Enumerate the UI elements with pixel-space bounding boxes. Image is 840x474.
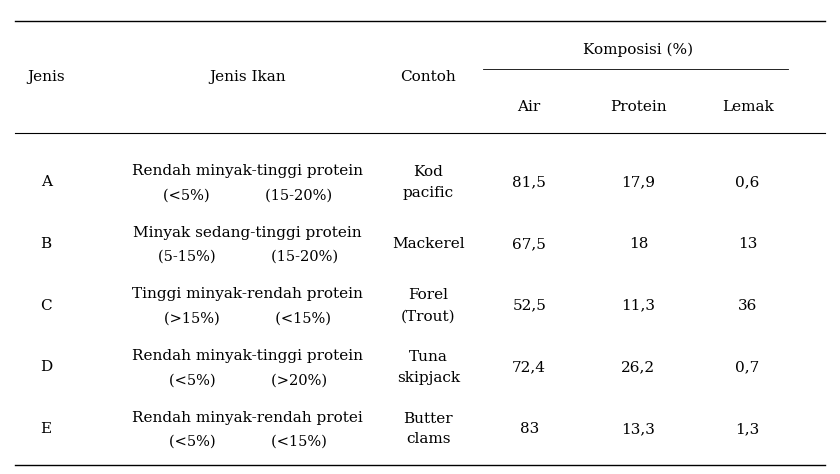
Text: Air: Air xyxy=(517,100,541,114)
Text: (<5%)            (<15%): (<5%) (<15%) xyxy=(169,435,327,449)
Text: Komposisi (%): Komposisi (%) xyxy=(583,43,694,57)
Text: D: D xyxy=(40,360,52,374)
Text: (5-15%)            (15-20%): (5-15%) (15-20%) xyxy=(158,250,338,264)
Text: 67,5: 67,5 xyxy=(512,237,546,251)
Text: 17,9: 17,9 xyxy=(622,175,655,190)
Text: Minyak sedang-tinggi protein: Minyak sedang-tinggi protein xyxy=(134,226,362,240)
Text: Protein: Protein xyxy=(610,100,667,114)
Text: Lemak: Lemak xyxy=(722,100,774,114)
Text: 52,5: 52,5 xyxy=(512,299,546,313)
Text: B: B xyxy=(40,237,52,251)
Text: Tinggi minyak-rendah protein: Tinggi minyak-rendah protein xyxy=(133,287,363,301)
Text: pacific: pacific xyxy=(403,186,454,200)
Text: 81,5: 81,5 xyxy=(512,175,546,190)
Text: Rendah minyak-tinggi protein: Rendah minyak-tinggi protein xyxy=(133,164,363,178)
Text: (<5%)            (15-20%): (<5%) (15-20%) xyxy=(163,189,333,202)
Text: 1,3: 1,3 xyxy=(736,422,759,436)
Text: skipjack: skipjack xyxy=(396,371,460,385)
Text: C: C xyxy=(40,299,52,313)
Text: clams: clams xyxy=(407,432,450,447)
Text: Forel: Forel xyxy=(408,288,449,302)
Text: Rendah minyak-rendah protei: Rendah minyak-rendah protei xyxy=(133,410,363,425)
Text: 11,3: 11,3 xyxy=(622,299,655,313)
Text: (<5%)            (>20%): (<5%) (>20%) xyxy=(169,374,327,387)
Text: Rendah minyak-tinggi protein: Rendah minyak-tinggi protein xyxy=(133,349,363,363)
Text: (Trout): (Trout) xyxy=(401,309,456,323)
Text: Jenis Ikan: Jenis Ikan xyxy=(209,70,286,84)
Text: 83: 83 xyxy=(520,422,538,436)
Text: 0,7: 0,7 xyxy=(736,360,759,374)
Text: Jenis: Jenis xyxy=(28,70,65,84)
Text: 72,4: 72,4 xyxy=(512,360,546,374)
Text: (>15%)            (<15%): (>15%) (<15%) xyxy=(165,312,331,326)
Text: Tuna: Tuna xyxy=(409,350,448,364)
Text: 13,3: 13,3 xyxy=(622,422,655,436)
Text: 36: 36 xyxy=(738,299,758,313)
Text: 18: 18 xyxy=(628,237,648,251)
Text: 26,2: 26,2 xyxy=(622,360,655,374)
Text: Mackerel: Mackerel xyxy=(392,237,465,251)
Text: A: A xyxy=(40,175,52,190)
Text: 13: 13 xyxy=(738,237,758,251)
Text: Kod: Kod xyxy=(413,165,444,179)
Text: Contoh: Contoh xyxy=(401,70,456,84)
Text: E: E xyxy=(40,422,52,436)
Text: 0,6: 0,6 xyxy=(735,175,760,190)
Text: Butter: Butter xyxy=(403,411,454,426)
